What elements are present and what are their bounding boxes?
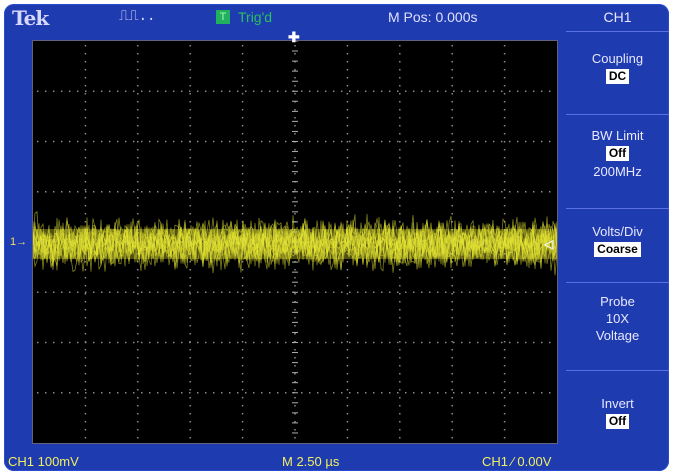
waveform-trace (33, 218, 557, 273)
bw-limit-value: Off (605, 146, 630, 161)
trigger-status: T Trig'd (216, 9, 272, 25)
bw-limit-label: BW Limit (591, 128, 644, 143)
bottom-status-bar: CH1 100mV M 2.50 µs CH1 ⁄ 0.00V (4, 454, 564, 471)
trigger-status-label: Trig'd (238, 9, 273, 25)
menu-item-invert[interactable]: Invert Off (566, 370, 669, 454)
timebase: M 2.50 µs (282, 454, 340, 469)
waveform-graticule: ✚ (32, 29, 558, 444)
coupling-label: Coupling (591, 51, 644, 66)
oscilloscope-display: Tek ⎍⎍.. T Trig'd M Pos: 0.000s ✚ 1→ ◁ C… (4, 4, 669, 471)
invert-value: Off (605, 414, 630, 429)
bw-limit-freq: 200MHz (593, 164, 642, 179)
probe-label: Probe (600, 294, 635, 309)
waveform-trace (33, 215, 557, 272)
brand-logo: Tek (12, 6, 49, 30)
volts-div-label: Volts/Div (592, 224, 643, 239)
channel1-ground-marker: 1→ (10, 236, 28, 248)
top-status-bar: Tek ⎍⎍.. T Trig'd M Pos: 0.000s (4, 4, 564, 30)
volts-div-value: Coarse (594, 242, 641, 257)
menu-item-volts-div[interactable]: Volts/Div Coarse (566, 208, 669, 282)
trigger-setting: CH1 ⁄ 0.00V (482, 454, 552, 469)
probe-attenuation: 10X (605, 311, 630, 326)
graticule-svg (33, 41, 557, 439)
trigger-position-marker: ✚ (288, 29, 300, 45)
probe-type: Voltage (595, 328, 640, 343)
trigger-level-marker: ◁ (544, 237, 554, 251)
menu-title: CH1 (603, 9, 632, 25)
waveform-trace-core (33, 229, 557, 259)
coupling-value: DC (605, 69, 630, 84)
invert-label: Invert (601, 396, 634, 411)
horizontal-position: M Pos: 0.000s (388, 9, 478, 25)
menu-item-probe[interactable]: Probe 10X Voltage (566, 282, 669, 368)
menu-item-coupling[interactable]: Coupling DC (566, 31, 669, 99)
trigger-status-icon: T (216, 10, 230, 24)
channel-scale: CH1 100mV (8, 454, 79, 469)
channel-side-menu: CH1 Coupling DC BW Limit Off 200MHz Volt… (566, 4, 669, 471)
acquisition-state-icon: ⎍⎍.. (119, 8, 156, 24)
menu-item-bw-limit[interactable]: BW Limit Off 200MHz (566, 114, 669, 200)
